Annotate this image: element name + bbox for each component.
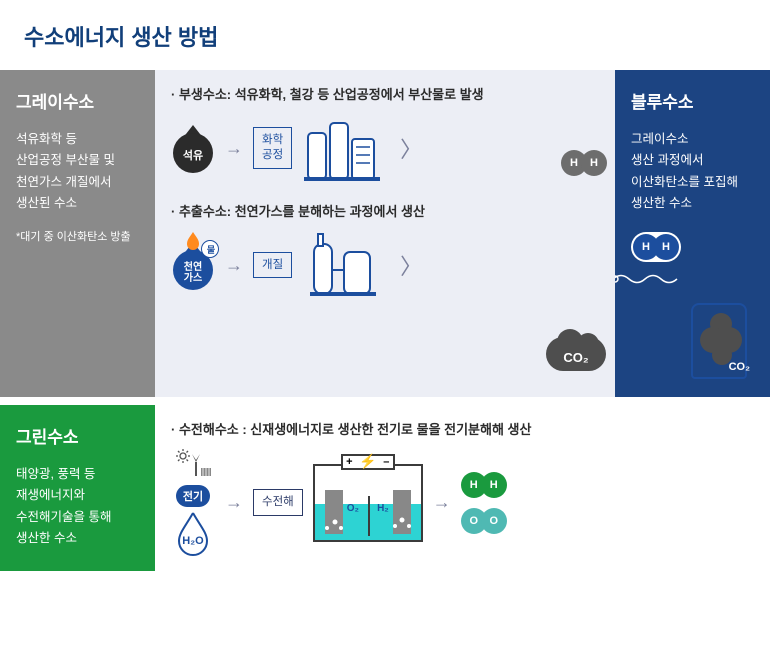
h2-molecule-blue: H H bbox=[631, 232, 754, 262]
o2-molecule: O O bbox=[461, 508, 507, 534]
oil-drop-icon: 석유 bbox=[171, 123, 215, 173]
infographic-root: 수소에너지 생산 방법 그레이수소 석유화학 등 산업공정 부산물 및 천연가스… bbox=[0, 0, 770, 571]
co2-cloud: CO₂ bbox=[541, 329, 611, 371]
byproduct-heading: · 부생수소: 석유화학, 철강 등 산업공정에서 부산물로 발생 bbox=[171, 84, 599, 103]
h2-molecule-gray: H H bbox=[561, 150, 607, 176]
renewable-icon: 전기 bbox=[171, 448, 215, 507]
water-small-drop-icon: 물 bbox=[201, 236, 221, 258]
center-green: · 수전해수소 : 신재생에너지로 생산한 전기로 물을 전기분해해 생산 bbox=[155, 405, 770, 571]
gray-note: *대기 중 이산화탄소 방출 bbox=[16, 228, 139, 244]
reformer-icon bbox=[302, 230, 384, 300]
arrow-icon: → bbox=[225, 492, 243, 513]
arrow-icon: → bbox=[225, 255, 243, 276]
blue-desc: 그레이수소 생산 과정에서 이산화탄소를 포집해 생산한 수소 bbox=[631, 129, 754, 214]
electrolysis-row: 전기 H₂O → 수전해 + ⚡ – bbox=[171, 448, 754, 557]
section-gray-blue: 그레이수소 석유화학 등 산업공정 부산물 및 천연가스 개질에서 생산된 수소… bbox=[0, 70, 770, 397]
chem-process-box: 화학 공정 bbox=[253, 127, 292, 169]
battery-terminals: + ⚡ – bbox=[341, 454, 395, 470]
gray-title: 그레이수소 bbox=[16, 88, 139, 113]
reform-box: 개질 bbox=[253, 252, 292, 279]
arrow-icon: → bbox=[433, 492, 451, 513]
electrolysis-heading: · 수전해수소 : 신재생에너지로 생산한 전기로 물을 전기분해해 생산 bbox=[171, 419, 754, 438]
squiggle-line-icon bbox=[611, 270, 681, 288]
refinery-icon bbox=[302, 113, 384, 183]
h2o-drop-icon: H₂O bbox=[173, 511, 213, 557]
bracket-icon: 〉 bbox=[400, 132, 422, 164]
bracket-icon: 〉 bbox=[400, 249, 422, 281]
arrow-icon: → bbox=[225, 138, 243, 159]
capture-tank: CO₂ bbox=[631, 262, 754, 379]
panel-green: 그린수소 태양광, 풍력 등 재생에너지와 수전해기술을 통해 생산한 수소 bbox=[0, 405, 155, 571]
reform-heading: · 추출수소: 천연가스를 분해하는 과정에서 생산 bbox=[171, 201, 599, 220]
panel-gray: 그레이수소 석유화학 등 산업공정 부산물 및 천연가스 개질에서 생산된 수소… bbox=[0, 70, 155, 397]
panel-blue: 블루수소 그레이수소 생산 과정에서 이산화탄소를 포집해 생산한 수소 H H bbox=[615, 70, 770, 397]
electrolysis-cell-icon: + ⚡ – O₂ H₂ bbox=[313, 464, 423, 542]
bolt-icon: ⚡ bbox=[359, 453, 376, 470]
green-desc: 태양광, 풍력 등 재생에너지와 수전해기술을 통해 생산한 수소 bbox=[16, 464, 139, 549]
green-title: 그린수소 bbox=[16, 423, 139, 448]
blue-title: 블루수소 bbox=[631, 88, 754, 113]
output-molecules: H H O O bbox=[461, 472, 507, 534]
reform-row: 천연 가스 물 → 개질 bbox=[171, 230, 599, 300]
gray-desc: 석유화학 등 산업공정 부산물 및 천연가스 개질에서 생산된 수소 bbox=[16, 129, 139, 214]
main-title: 수소에너지 생산 방법 bbox=[0, 0, 770, 70]
gas-drop-icon: 천연 가스 물 bbox=[171, 240, 215, 290]
electrolysis-box: 수전해 bbox=[253, 489, 303, 516]
elec-badge: 전기 bbox=[176, 485, 210, 507]
h2-molecule-green: H H bbox=[461, 472, 507, 498]
section-green: 그린수소 태양광, 풍력 등 재생에너지와 수전해기술을 통해 생산한 수소 ·… bbox=[0, 405, 770, 571]
center-gray: · 부생수소: 석유화학, 철강 등 산업공정에서 부산물로 발생 석유 → 화… bbox=[155, 70, 615, 397]
byproduct-row: 석유 → 화학 공정 〉 bbox=[171, 113, 599, 183]
